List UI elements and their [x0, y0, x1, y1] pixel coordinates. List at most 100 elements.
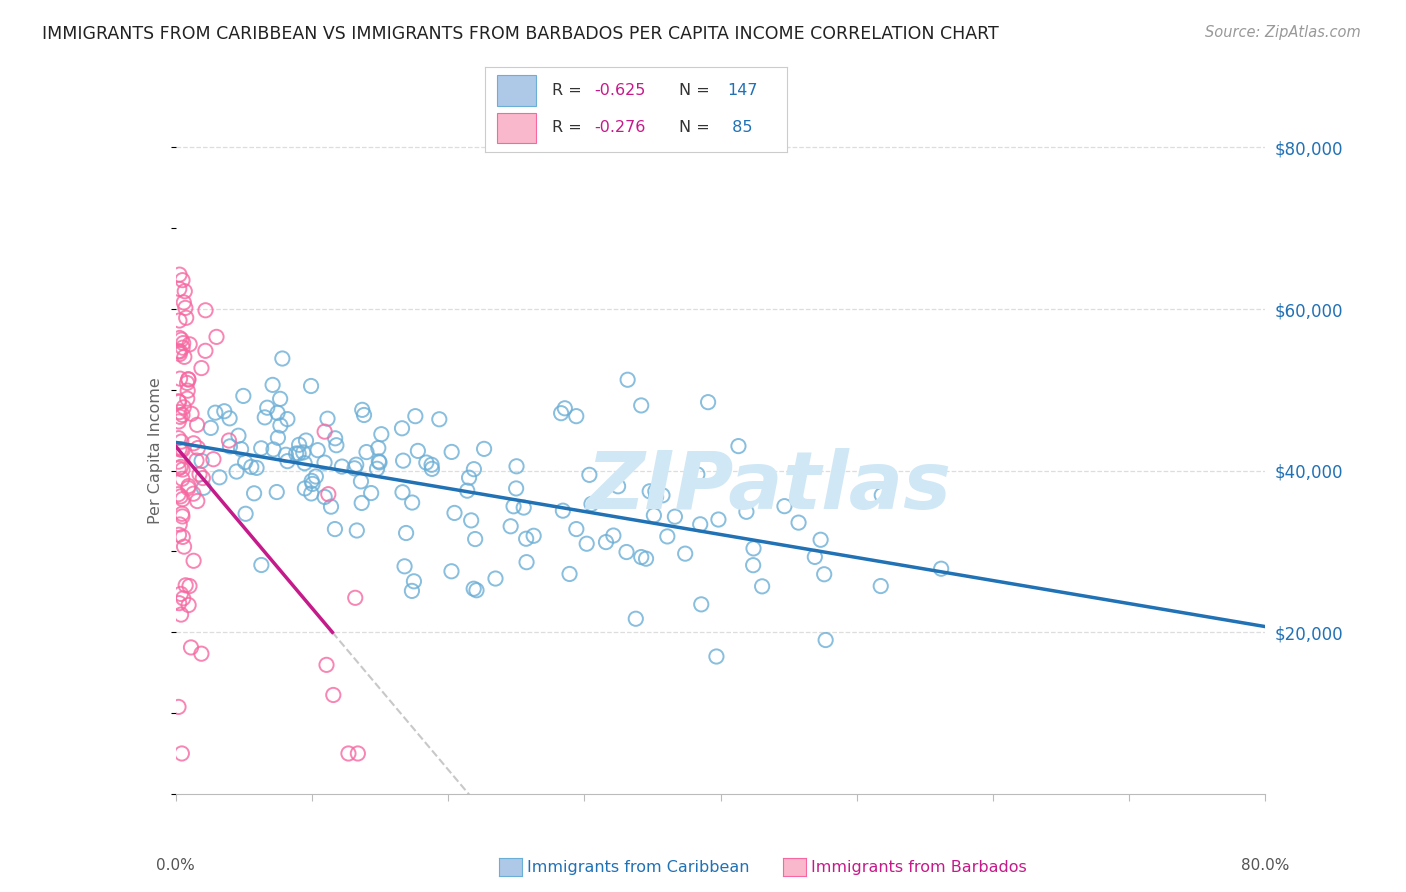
Text: 147: 147 [727, 83, 758, 98]
Point [505, 482, 527, 496]
Point [235, 507, 257, 521]
Point [595, 535, 617, 549]
Point [169, 442, 191, 457]
Point [204, 406, 226, 420]
Point [645, 490, 668, 504]
Point [208, 470, 231, 484]
Point [169, 313, 191, 327]
Point [219, 439, 242, 453]
Point [172, 492, 194, 507]
Point [172, 273, 194, 287]
Point [233, 455, 256, 469]
Point [319, 500, 342, 514]
Point [240, 459, 263, 474]
Point [686, 467, 709, 482]
Point [202, 452, 225, 467]
Point [440, 564, 463, 578]
Point [323, 431, 346, 445]
Point [551, 503, 574, 517]
Point [456, 483, 478, 498]
Point [690, 598, 713, 612]
Point [352, 402, 374, 417]
Text: R =: R = [551, 83, 586, 98]
Point [295, 434, 318, 448]
Point [697, 395, 720, 409]
Point [170, 333, 193, 347]
Point [322, 688, 344, 702]
Point [172, 509, 194, 524]
Point [183, 486, 205, 500]
Point [269, 392, 291, 406]
Point [177, 598, 200, 612]
Point [194, 343, 217, 358]
Point [276, 454, 298, 468]
Point [167, 415, 190, 429]
Text: 85: 85 [727, 120, 752, 136]
Point [229, 442, 252, 457]
Point [177, 481, 200, 495]
Point [314, 490, 336, 504]
Point [177, 479, 200, 493]
Point [170, 747, 193, 761]
Point [169, 371, 191, 385]
Point [415, 456, 437, 470]
Point [575, 537, 598, 551]
Point [225, 465, 247, 479]
Point [742, 541, 765, 556]
Point [814, 633, 837, 648]
Point [512, 500, 534, 515]
Point [173, 284, 195, 298]
Point [346, 524, 368, 538]
Point [787, 516, 810, 530]
Point [402, 574, 425, 589]
Point [323, 522, 346, 536]
Point [250, 442, 273, 456]
Point [773, 499, 796, 513]
Point [170, 442, 193, 457]
Point [186, 417, 208, 432]
Point [205, 330, 228, 344]
Point [325, 438, 347, 452]
Point [301, 476, 323, 491]
Point [565, 409, 588, 424]
Point [344, 591, 367, 605]
Point [578, 467, 600, 482]
Point [343, 461, 366, 475]
Point [299, 486, 322, 500]
Point [276, 412, 298, 426]
Point [287, 447, 309, 461]
Point [170, 434, 193, 449]
Point [565, 522, 588, 536]
Point [183, 554, 205, 568]
Point [664, 509, 686, 524]
Text: IMMIGRANTS FROM CARIBBEAN VS IMMIGRANTS FROM BARBADOS PER CAPITA INCOME CORRELAT: IMMIGRANTS FROM CARIBBEAN VS IMMIGRANTS … [42, 25, 998, 43]
Point [285, 446, 308, 460]
Point [263, 442, 285, 457]
Point [370, 427, 392, 442]
Y-axis label: Per Capita Income: Per Capita Income [148, 377, 163, 524]
Point [427, 412, 450, 426]
Point [173, 401, 195, 415]
Point [458, 471, 481, 485]
Point [643, 508, 665, 523]
Point [167, 455, 190, 469]
Point [190, 361, 212, 376]
Point [804, 549, 827, 564]
Point [250, 558, 273, 572]
Point [177, 373, 200, 387]
Point [179, 337, 201, 351]
Point [177, 372, 200, 386]
Point [634, 551, 657, 566]
Point [689, 517, 711, 532]
Point [218, 434, 240, 448]
Text: R =: R = [551, 120, 586, 136]
Point [194, 303, 217, 318]
Point [167, 487, 190, 501]
Point [172, 472, 194, 486]
Point [169, 344, 191, 359]
Point [174, 310, 197, 325]
Point [657, 529, 679, 543]
Point [360, 486, 382, 500]
Point [463, 462, 485, 476]
Point [420, 462, 443, 476]
